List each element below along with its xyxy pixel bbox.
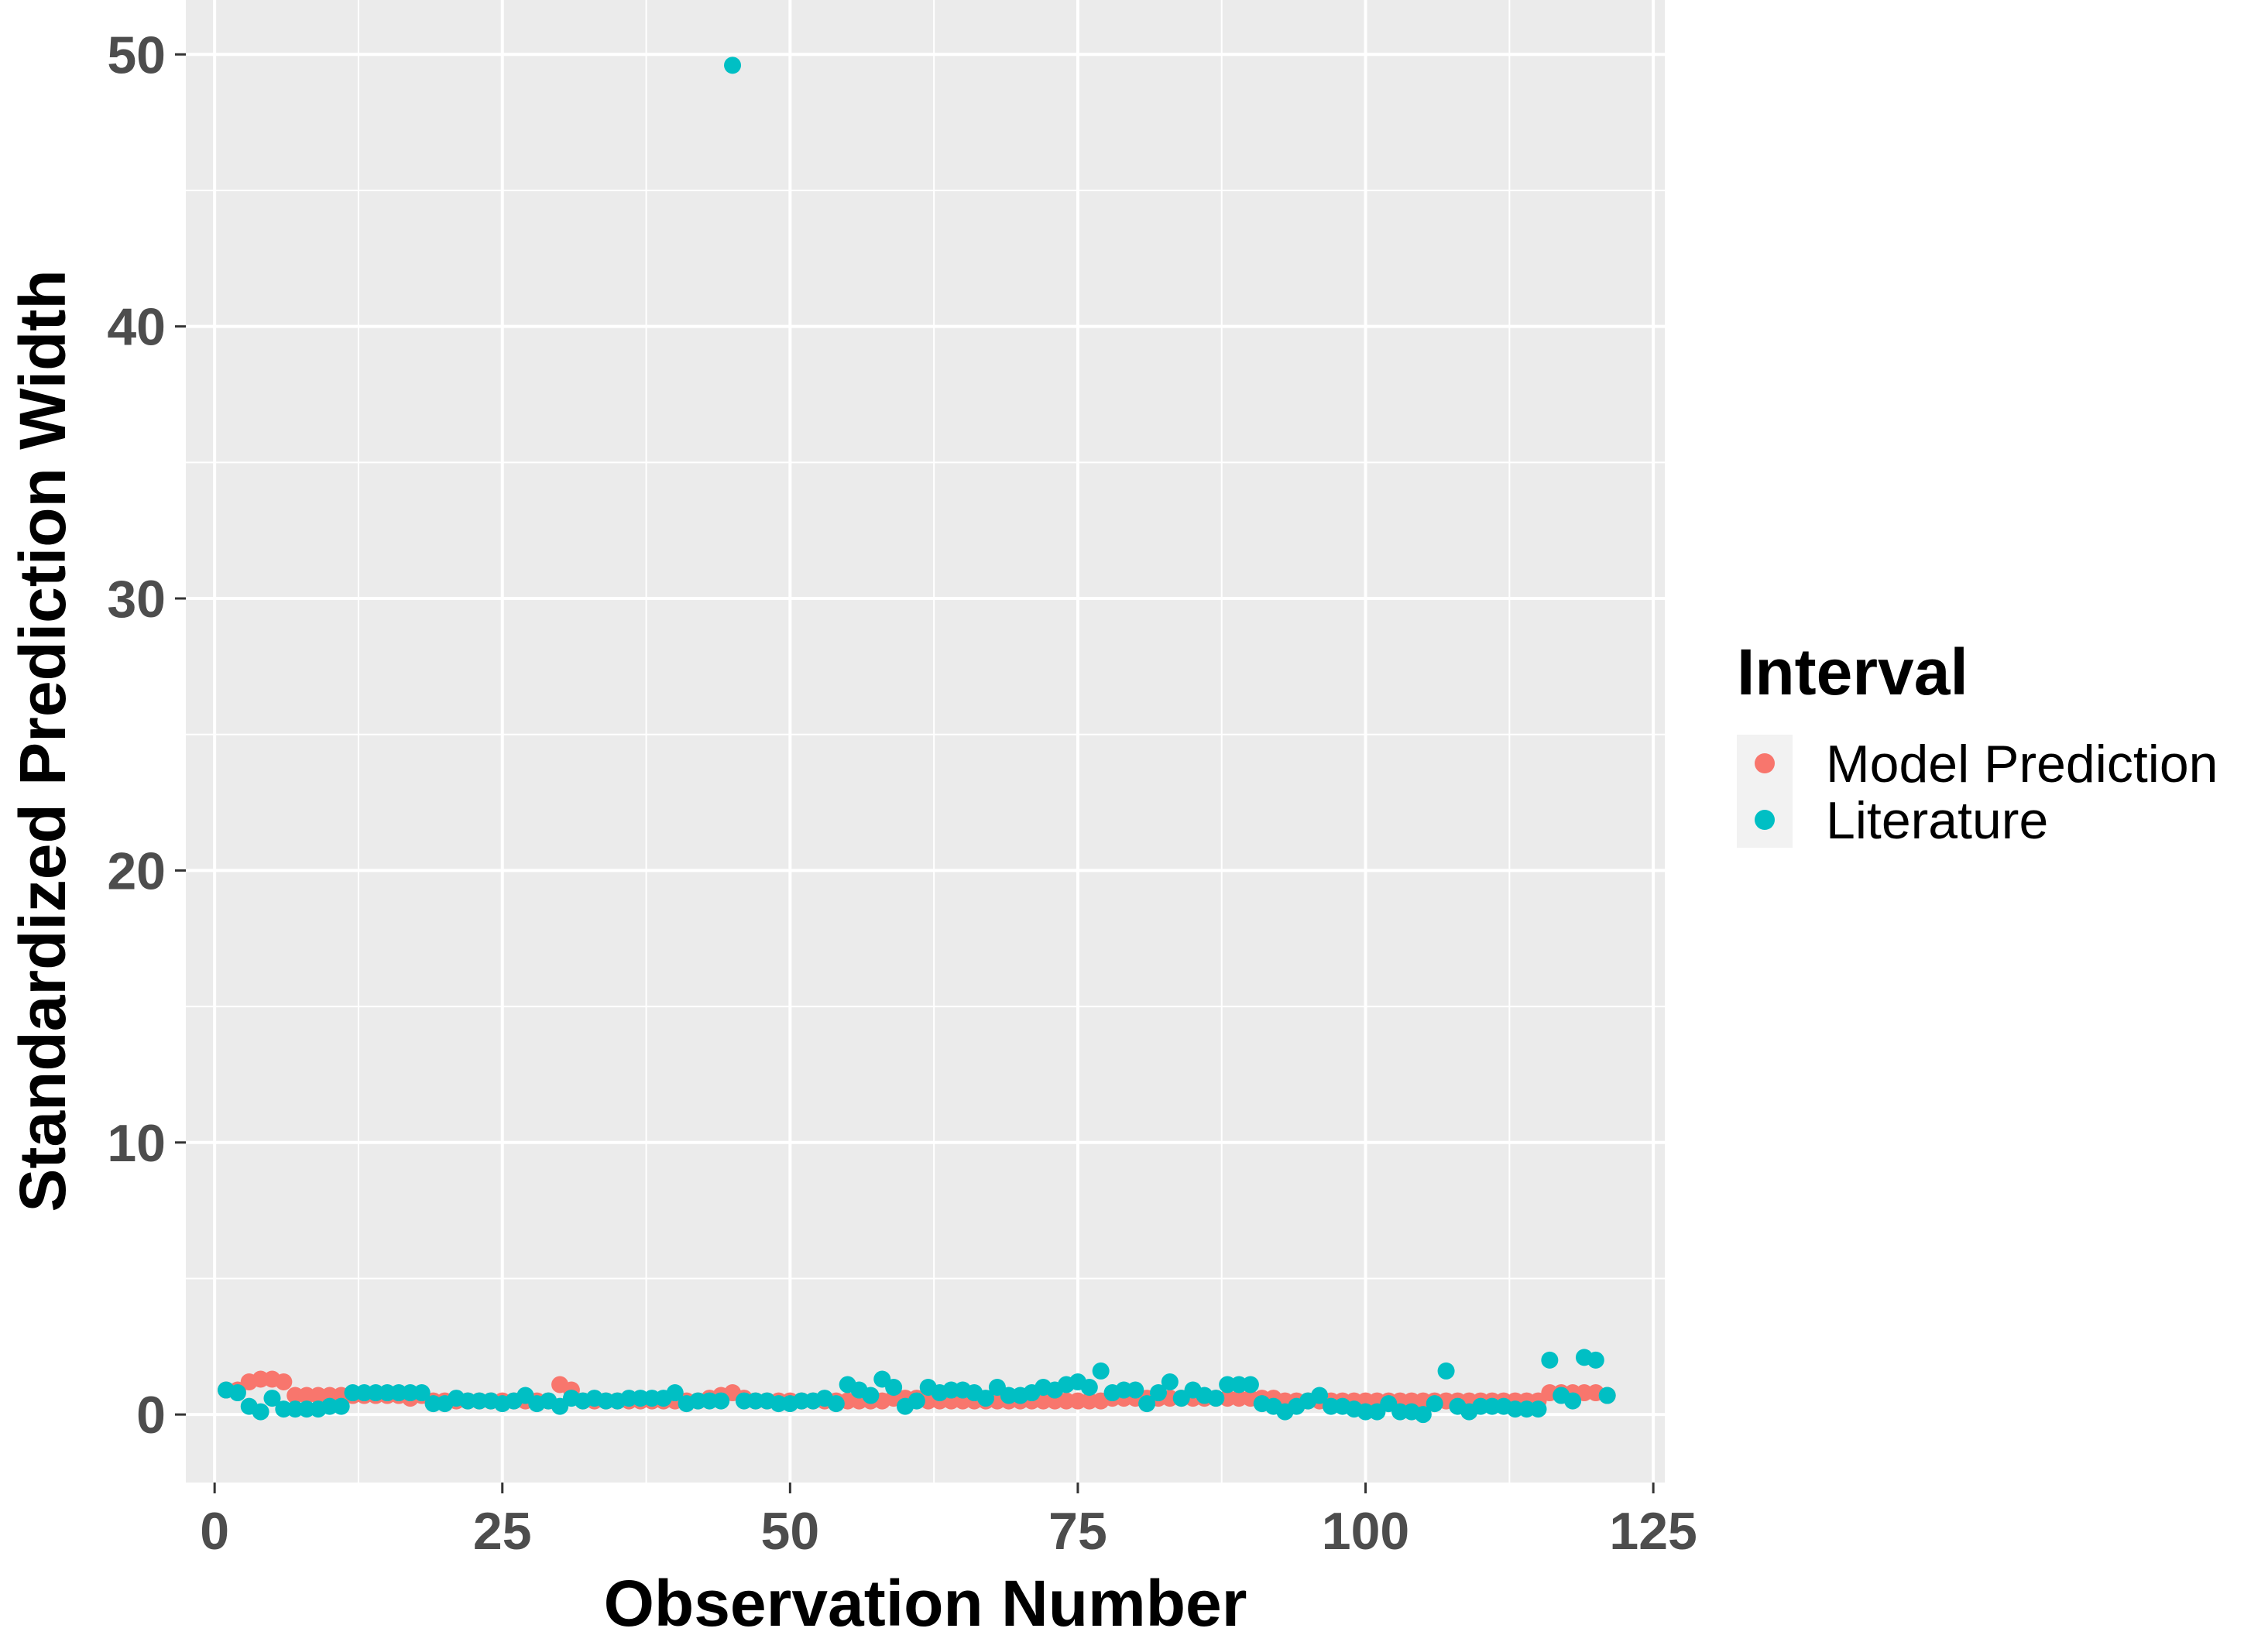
legend-key-background — [1737, 735, 1793, 848]
minor-gridlines — [186, 0, 1665, 1483]
point-literature — [1241, 1376, 1259, 1393]
legend-key-model-prediction — [1755, 753, 1775, 773]
axis-ticks: 0 25 50 75 100 125 0 10 20 30 40 50 — [107, 26, 1697, 1561]
y-tick-label: 10 — [107, 1114, 166, 1173]
x-tick-label: 50 — [761, 1502, 820, 1561]
point-literature — [1564, 1392, 1582, 1410]
point-literature — [252, 1403, 269, 1421]
point-literature — [712, 1392, 730, 1410]
x-tick-label: 25 — [473, 1502, 532, 1561]
point-literature — [263, 1390, 281, 1407]
point-literature — [1426, 1395, 1443, 1413]
legend: Interval Model Prediction Literature — [1737, 636, 2218, 850]
x-axis-title: Observation Number — [604, 1567, 1247, 1640]
point-literature — [1598, 1387, 1616, 1404]
point-literature — [1541, 1351, 1559, 1369]
point-literature — [1414, 1406, 1432, 1424]
point-literature — [413, 1384, 431, 1402]
major-gridlines — [186, 0, 1665, 1483]
legend-title: Interval — [1737, 636, 1968, 708]
point-model-prediction — [275, 1373, 293, 1390]
point-literature — [1529, 1400, 1547, 1418]
point-literature — [228, 1384, 246, 1402]
point-literature — [1149, 1384, 1167, 1402]
point-literature — [1587, 1351, 1604, 1369]
point-literature — [1092, 1362, 1110, 1380]
point-literature — [977, 1390, 995, 1407]
legend-label-model-prediction: Model Prediction — [1826, 735, 2218, 794]
legend-key-literature — [1755, 810, 1775, 830]
plot-panel — [186, 0, 1665, 1483]
point-literature — [862, 1387, 880, 1404]
legend-label-literature: Literature — [1826, 791, 2048, 850]
point-literature — [666, 1384, 684, 1402]
x-tick-label: 100 — [1322, 1502, 1409, 1561]
y-tick-label: 20 — [107, 842, 166, 900]
y-tick-label: 50 — [107, 26, 166, 84]
y-tick-label: 30 — [107, 570, 166, 629]
point-literature — [1311, 1387, 1329, 1404]
y-tick-label: 0 — [136, 1386, 166, 1445]
point-literature — [827, 1395, 845, 1413]
point-literature — [1161, 1373, 1179, 1390]
point-literature — [908, 1392, 925, 1410]
point-literature — [885, 1379, 903, 1397]
y-tick-label: 40 — [107, 298, 166, 357]
point-literature — [1437, 1362, 1455, 1380]
x-tick-label: 0 — [200, 1502, 229, 1561]
point-literature — [1127, 1381, 1144, 1399]
x-tick-label: 75 — [1048, 1502, 1107, 1561]
point-literature — [332, 1397, 350, 1415]
point-literature — [1207, 1390, 1225, 1407]
y-axis-title: Standardized Prediction Width — [6, 269, 79, 1212]
data-points — [218, 57, 1616, 1424]
point-literature — [1138, 1395, 1156, 1413]
point-literature — [1080, 1379, 1098, 1397]
point-literature — [724, 57, 742, 74]
x-tick-label: 125 — [1609, 1502, 1697, 1561]
